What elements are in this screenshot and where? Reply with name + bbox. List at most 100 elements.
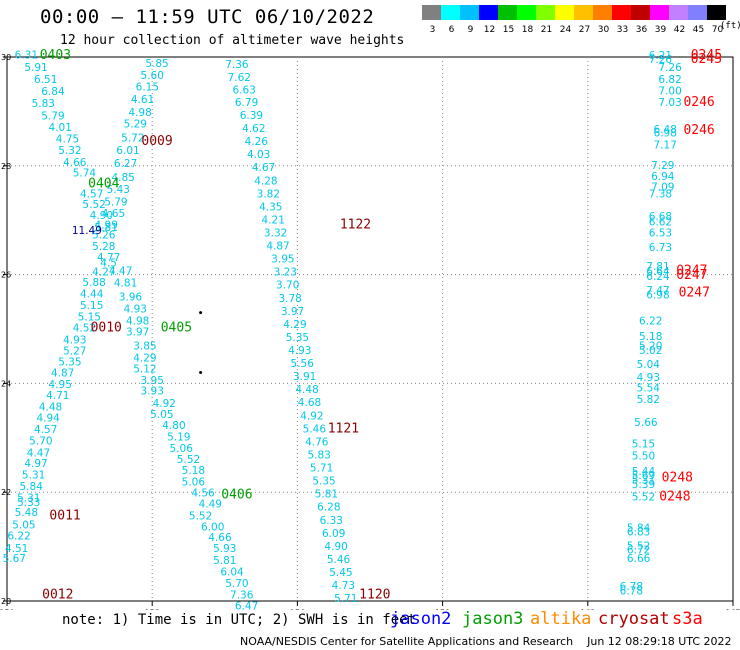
swh-reading: 6.51 [34, 74, 57, 86]
colorbar-label: 15 [503, 25, 514, 35]
swh-reading: 4.66 [63, 157, 87, 169]
colorbar-swatch [536, 5, 555, 20]
pass-time-label: 0011 [49, 508, 80, 523]
y-tick-label: 24 [1, 379, 11, 388]
swh-reading: 3.70 [276, 280, 299, 292]
swh-reading: 4.52 [73, 323, 96, 335]
swh-reading: 4.48 [39, 402, 62, 414]
swh-reading: 4.57 [80, 188, 103, 200]
swh-reading: 4.71 [46, 390, 69, 402]
x-tick-label: 153 [145, 609, 160, 610]
swh-reading: 7.26 [649, 54, 673, 66]
pass-time-label: 0246 [683, 95, 714, 110]
swh-reading: 6.28 [317, 502, 340, 514]
swh-reading: 5.66 [634, 417, 658, 429]
swh-reading: 4.62 [242, 123, 265, 135]
swh-reading: 4.56 [191, 488, 215, 500]
swh-reading: 6.21 [649, 50, 672, 62]
swh-reading: 6.15 [136, 82, 159, 94]
swh-reading: 4.93 [124, 304, 147, 316]
pass-time-label: 0248 [662, 470, 693, 485]
swh-reading: 5.31 [632, 474, 655, 486]
swh-reading: 4.90 [90, 210, 113, 222]
swh-reading: 4.77 [97, 252, 120, 264]
colorbar-label: 9 [468, 25, 474, 35]
swh-reading: 3.93 [141, 385, 164, 397]
swh-reading: 5.71 [334, 593, 357, 605]
swh-reading: 6.27 [114, 158, 137, 170]
swh-reading: 5.27 [63, 346, 86, 358]
colorbar-swatch [669, 5, 688, 20]
colorbar-swatch [555, 5, 574, 20]
pass-time-label: 1120 [359, 587, 390, 602]
swh-reading: 6.72 [627, 545, 650, 557]
swh-reading: 6.09 [322, 528, 345, 540]
swh-reading: 5.93 [213, 543, 236, 555]
swh-reading: 5.84 [627, 522, 651, 534]
swh-reading: 5.52 [627, 540, 650, 552]
swh-reading: 7.29 [651, 160, 674, 172]
swh-reading: 3.32 [264, 228, 287, 240]
swh-reading: 5.06 [170, 443, 194, 455]
swh-reading: 7.36 [225, 59, 249, 71]
colorbar-swatch [688, 5, 707, 20]
colorbar-label: 30 [598, 25, 610, 35]
swh-reading: 5.83 [307, 449, 330, 461]
map-title: 00:00 – 11:59 UTC 06/10/2022 [40, 6, 375, 28]
pass-time-label: 0247 [679, 285, 710, 300]
colorbar-swatch [650, 5, 669, 20]
colorbar-swatch [707, 5, 726, 20]
y-tick-label: 28 [1, 162, 11, 171]
swh-reading: 5.88 [82, 277, 105, 289]
swh-reading: 5.35 [312, 476, 335, 488]
swh-reading: 5.56 [291, 358, 315, 370]
swh-reading: 5.67 [3, 553, 26, 565]
swh-reading: 6.84 [41, 86, 65, 98]
swh-reading: 5.81 [213, 555, 236, 567]
swh-reading: 7.26 [658, 62, 682, 74]
swh-reading: 5.45 [329, 567, 352, 579]
swh-reading: 3.82 [257, 188, 280, 200]
swh-reading: 5.20 [639, 341, 662, 353]
swh-reading: 5.79 [41, 111, 64, 123]
swh-reading: 4.35 [259, 201, 282, 213]
swh-reading: 5.70 [29, 435, 52, 447]
swh-reading: 4.29 [133, 353, 156, 365]
swh-reading: 6.82 [658, 74, 681, 86]
swh-reading: 6.31 [15, 50, 38, 62]
swh-reading: 4.5 [100, 257, 117, 269]
pass-time-label: 0009 [141, 134, 172, 149]
pass-time-label: 0010 [91, 321, 122, 336]
pass-time-label: 0405 [161, 321, 192, 336]
swh-reading: 4.68 [298, 397, 321, 409]
swh-reading: 4.95 [49, 379, 72, 391]
swh-reading: 5.12 [133, 364, 156, 376]
swh-reading: 5.74 [73, 168, 97, 180]
swh-reading: 5.52 [189, 510, 212, 522]
swh-reading: 3.95 [141, 375, 164, 387]
swh-reading: 4.57 [34, 424, 57, 436]
swh-reading: 5.48 [15, 507, 38, 519]
swh-reading: 5.44 [632, 466, 656, 478]
y-tick-label: 26 [1, 271, 11, 280]
colorbar: 3 6 9 12 15 18 21 24 27 30 33 36 39 42 45 70 [422, 5, 726, 35]
colorbar-label: 12 [484, 25, 495, 35]
pass-time-label: 0247 [676, 264, 707, 279]
swh-reading: 6.01 [116, 145, 139, 157]
swh-reading: 6.22 [639, 316, 662, 328]
colorbar-swatch [479, 5, 498, 20]
swh-reading: 5.33 [17, 497, 40, 509]
colorbar-label: 24 [560, 25, 572, 35]
swh-reading: 5.15 [80, 300, 103, 312]
x-tick-label: 159 [435, 609, 450, 610]
swh-reading: 4.29 [283, 319, 306, 331]
colorbar-swatch [612, 5, 631, 20]
swh-reading: 7.36 [230, 589, 254, 601]
pass-time-label: 0248 [659, 489, 690, 504]
swh-reading: 6.73 [649, 242, 672, 254]
colorbar-label: 39 [655, 25, 667, 35]
swh-reading: 5.04 [637, 359, 661, 371]
swh-reading: 4.93 [288, 345, 311, 357]
swh-reading: 5.05 [150, 409, 173, 421]
swh-reading: 5.02 [639, 345, 662, 357]
